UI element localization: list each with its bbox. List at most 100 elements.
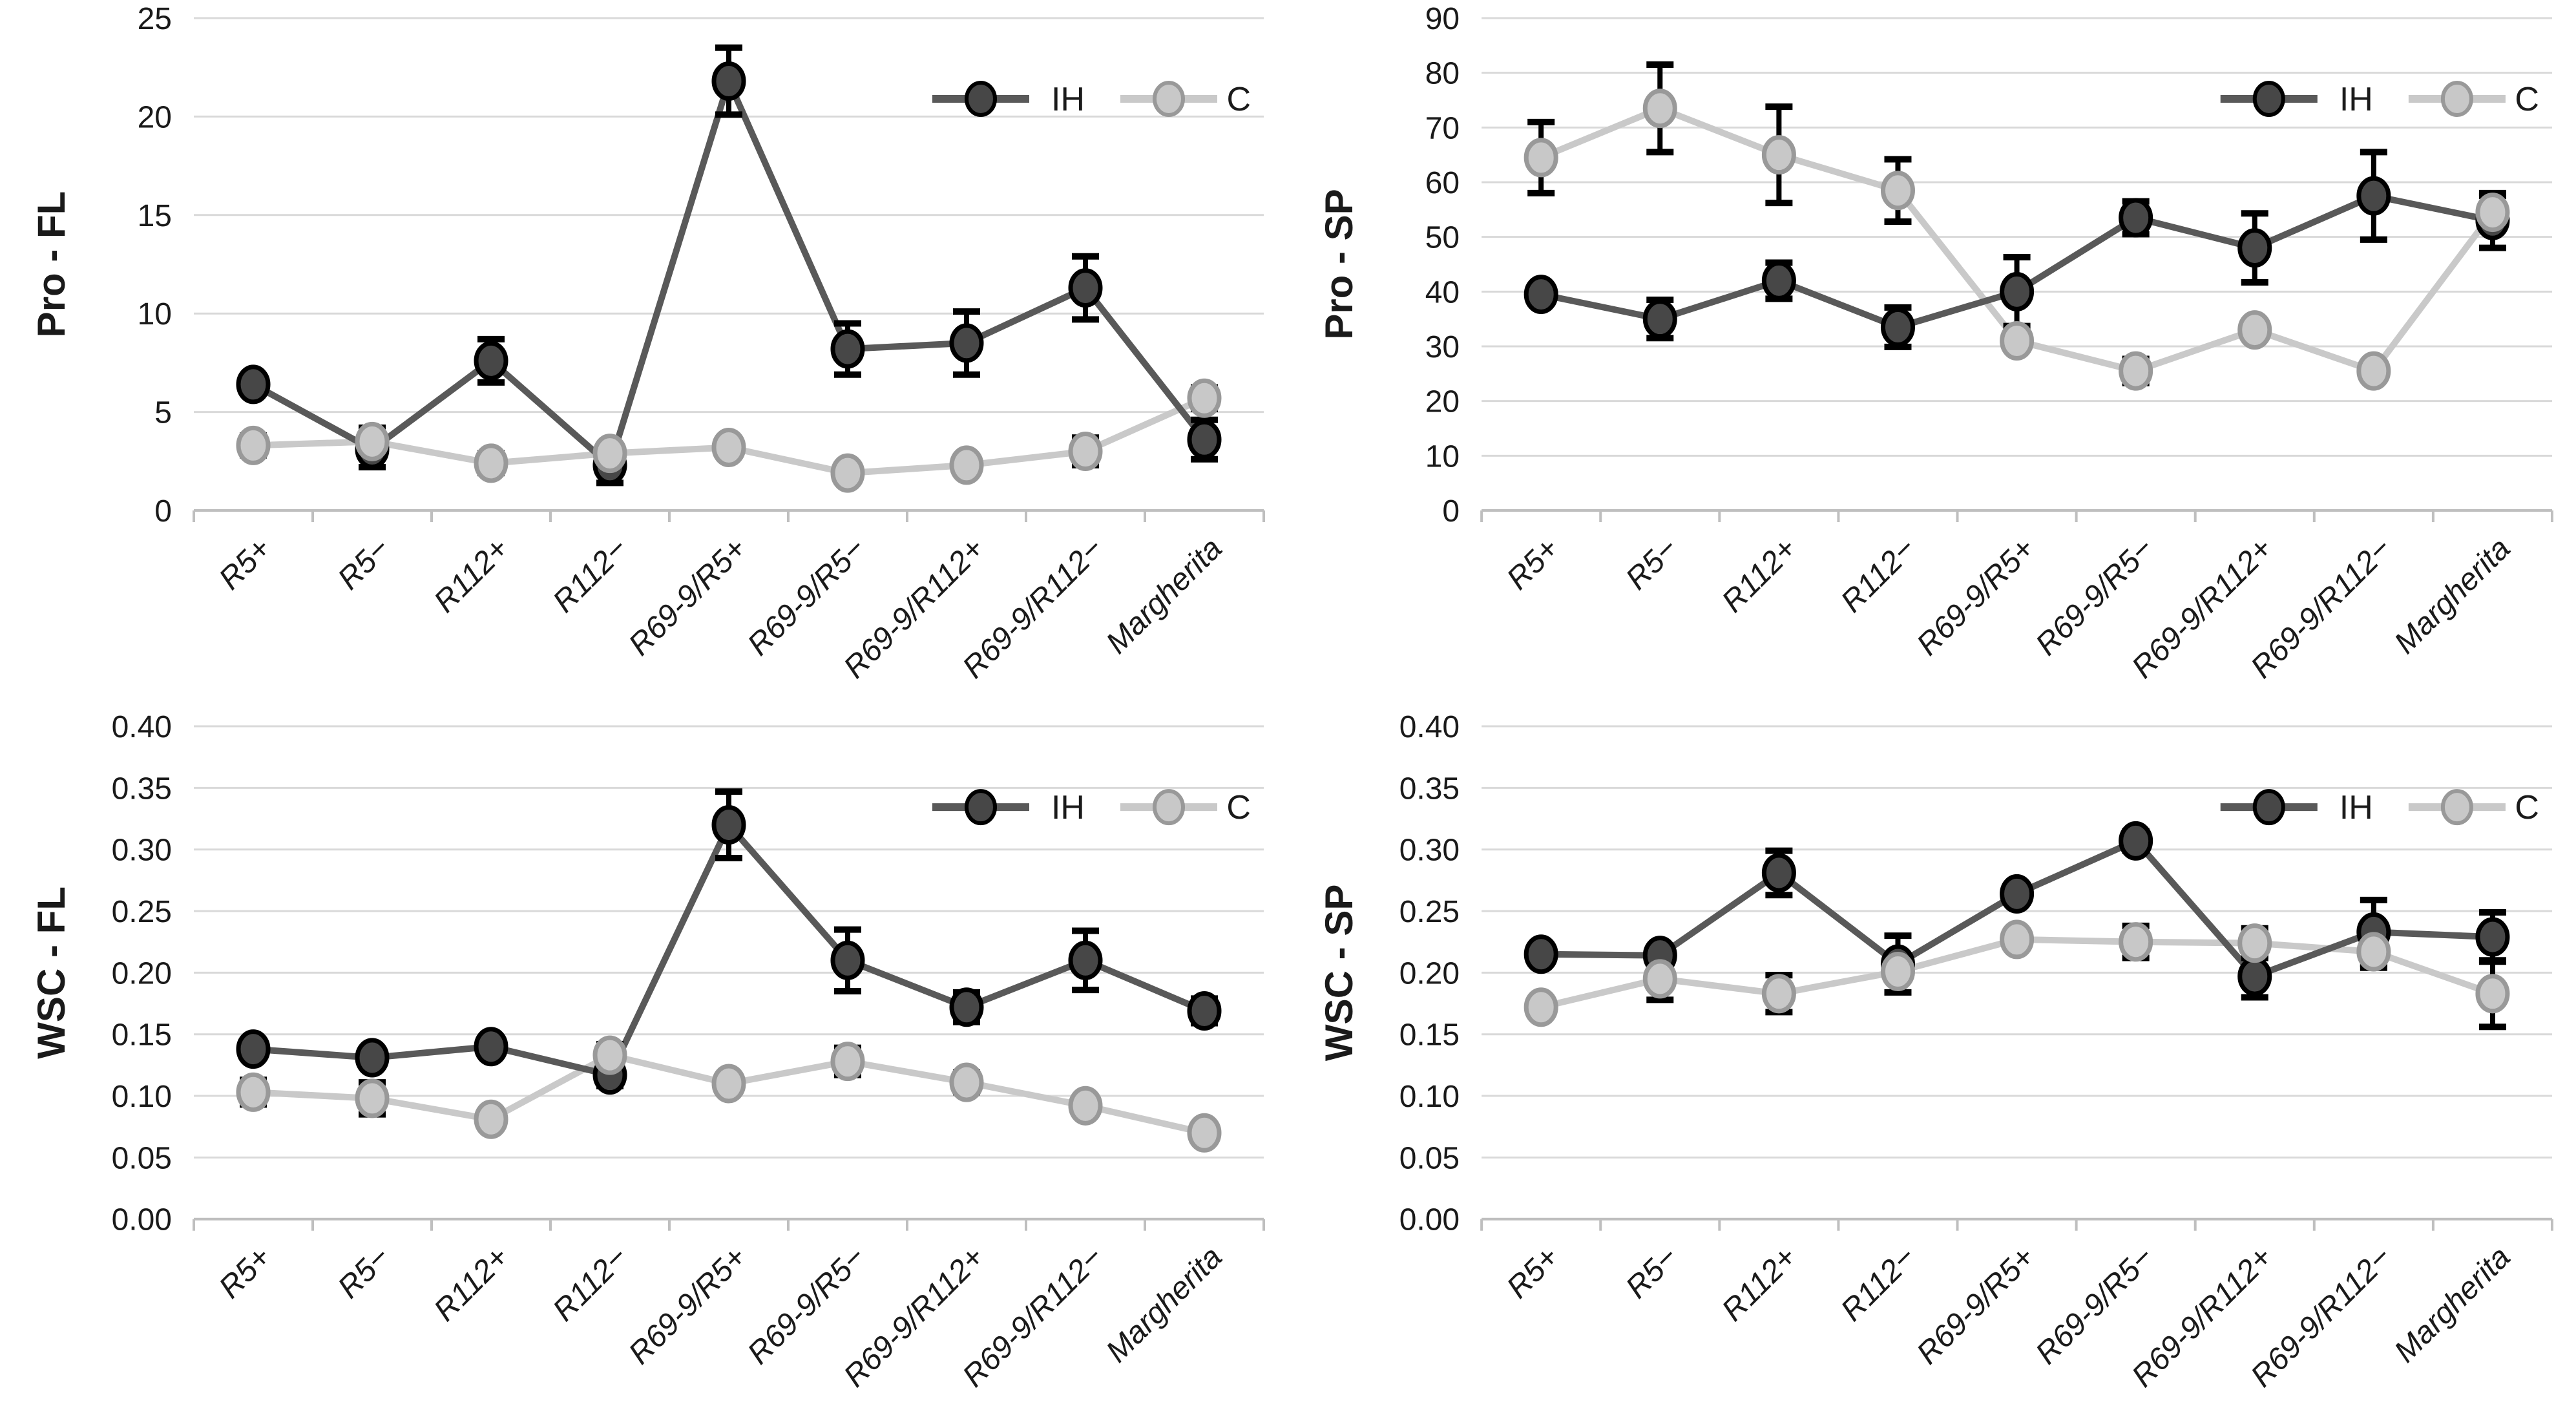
x-category-label: R5− (331, 531, 397, 596)
x-category-label: R5+ (213, 531, 278, 596)
ih-marker (1187, 419, 1222, 459)
x-category-label: R69-9/R5− (2029, 531, 2161, 662)
ih-marker (949, 323, 984, 363)
c-marker (1068, 432, 1103, 472)
x-category-label: R69-9/R5+ (622, 531, 753, 662)
x-category-label: R69-9/R5+ (1911, 1240, 2042, 1371)
c-marker (2237, 310, 2272, 350)
legend: C IH (932, 81, 1251, 118)
y-tick-label: 60 (1425, 166, 1460, 200)
y-tick-label: 20 (138, 100, 172, 134)
x-category-label: R5− (1619, 531, 1684, 596)
y-tick-label: 0 (154, 494, 172, 529)
x-category-label: R5− (331, 1240, 397, 1305)
legend: C IH (2220, 81, 2539, 118)
ih-marker (2119, 821, 2153, 861)
x-category-label: R69-9/R5− (741, 531, 872, 662)
legend-marker-c (1153, 81, 1185, 117)
c-marker (474, 443, 508, 483)
legend-label-c: C (2515, 81, 2539, 118)
x-category-label: Margherita (2388, 531, 2517, 660)
c-marker (1524, 987, 1558, 1027)
ih-marker (1068, 940, 1103, 980)
legend-marker-ih (965, 81, 997, 117)
y-tick-label: 0.20 (1399, 956, 1460, 991)
ih-marker (830, 329, 865, 369)
ih-marker (2237, 228, 2272, 268)
y-tick-label: 0.25 (1399, 895, 1460, 929)
c-marker (592, 434, 627, 474)
legend-label-ih: IH (1051, 81, 1085, 118)
y-tick-label: 0.00 (1399, 1203, 1460, 1237)
x-category-label: R112+ (1715, 531, 1803, 619)
y-axis-title: WSC - FL (30, 887, 73, 1059)
y-tick-label: 15 (138, 199, 172, 233)
chart-pro-sp: 0 10 20 30 40 50 60 70 80 90 Pro - SP R5+ R5− R112+ R1… (1317, 2, 2553, 685)
y-tick-label: 25 (138, 2, 172, 36)
legend-marker-c (2440, 81, 2473, 117)
c-marker (830, 1042, 865, 1082)
y-tick-label: 0.30 (112, 834, 172, 868)
ih-marker (2237, 956, 2272, 996)
x-category-label: R112− (547, 1240, 634, 1328)
y-tick-label: 0.40 (112, 710, 172, 744)
ih-marker (355, 1038, 390, 1078)
y-tick-label: 80 (1425, 57, 1460, 91)
y-tick-label: 0.10 (112, 1080, 172, 1114)
y-tick-label: 10 (1425, 439, 1460, 474)
y-tick-label: 0 (1442, 494, 1460, 529)
c-marker (236, 1072, 271, 1112)
c-marker (355, 1078, 390, 1118)
y-tick-label: 0.15 (1399, 1018, 1460, 1053)
legend-marker-ih (965, 789, 997, 826)
y-tick-label: 0.40 (1399, 710, 1460, 744)
ih-marker (236, 1029, 271, 1069)
ih-series-line (250, 78, 1208, 468)
c-marker (1524, 138, 1558, 178)
x-category-label: R5+ (1500, 531, 1565, 596)
y-tick-label: 0.25 (112, 895, 172, 929)
c-marker (1761, 974, 1796, 1014)
panel-wsc-sp: 0.00 0.05 0.10 0.15 0.20 0.25 0.30 0.35 0.40 WSC … (1288, 708, 2576, 1417)
legend-label-ih: IH (1051, 789, 1085, 826)
legend-label-c: C (2515, 789, 2539, 826)
c-marker (474, 1099, 508, 1139)
x-category-label: R112− (547, 531, 634, 619)
c-marker (1187, 1113, 1222, 1153)
c-marker (1642, 959, 1677, 999)
legend-marker-c (2440, 789, 2473, 826)
x-category-label: R5+ (1500, 1240, 1565, 1305)
x-category-label: R112− (1834, 1240, 1922, 1328)
c-marker (2356, 351, 2391, 391)
legend-marker-ih (2252, 81, 2285, 117)
ih-marker (1524, 934, 1558, 974)
ih-marker (474, 1027, 508, 1067)
c-marker (2000, 321, 2035, 361)
ih-marker (474, 341, 508, 381)
y-tick-label: 0.30 (1399, 834, 1460, 868)
y-tick-label: 5 (154, 396, 172, 430)
c-marker (2356, 932, 2391, 972)
y-tick-label: 20 (1425, 385, 1460, 419)
x-category-label: R69-9/R5+ (1911, 531, 2042, 662)
ih-marker (830, 940, 865, 980)
c-marker (592, 1035, 627, 1075)
x-category-label: R69-9/R5− (741, 1240, 872, 1371)
ih-marker (949, 987, 984, 1027)
y-axis-title: WSC - SP (1317, 885, 1361, 1062)
y-axis-title: Pro - FL (30, 191, 73, 338)
ih-marker (1524, 275, 1558, 315)
legend-label-ih: IH (2340, 789, 2373, 826)
ih-marker (1761, 260, 1796, 300)
y-axis-title: Pro - SP (1317, 189, 1361, 339)
c-marker (2000, 919, 2035, 960)
chart-wsc-sp: 0.00 0.05 0.10 0.15 0.20 0.25 0.30 0.35 0.40 WSC … (1317, 710, 2553, 1394)
y-tick-label: 0.05 (112, 1141, 172, 1175)
legend: C IH (932, 789, 1251, 826)
x-category-label: Margherita (1100, 1240, 1229, 1369)
y-tick-label: 0.10 (1399, 1080, 1460, 1114)
x-category-label: R69-9/R5+ (622, 1240, 753, 1371)
ih-marker (1187, 991, 1222, 1031)
